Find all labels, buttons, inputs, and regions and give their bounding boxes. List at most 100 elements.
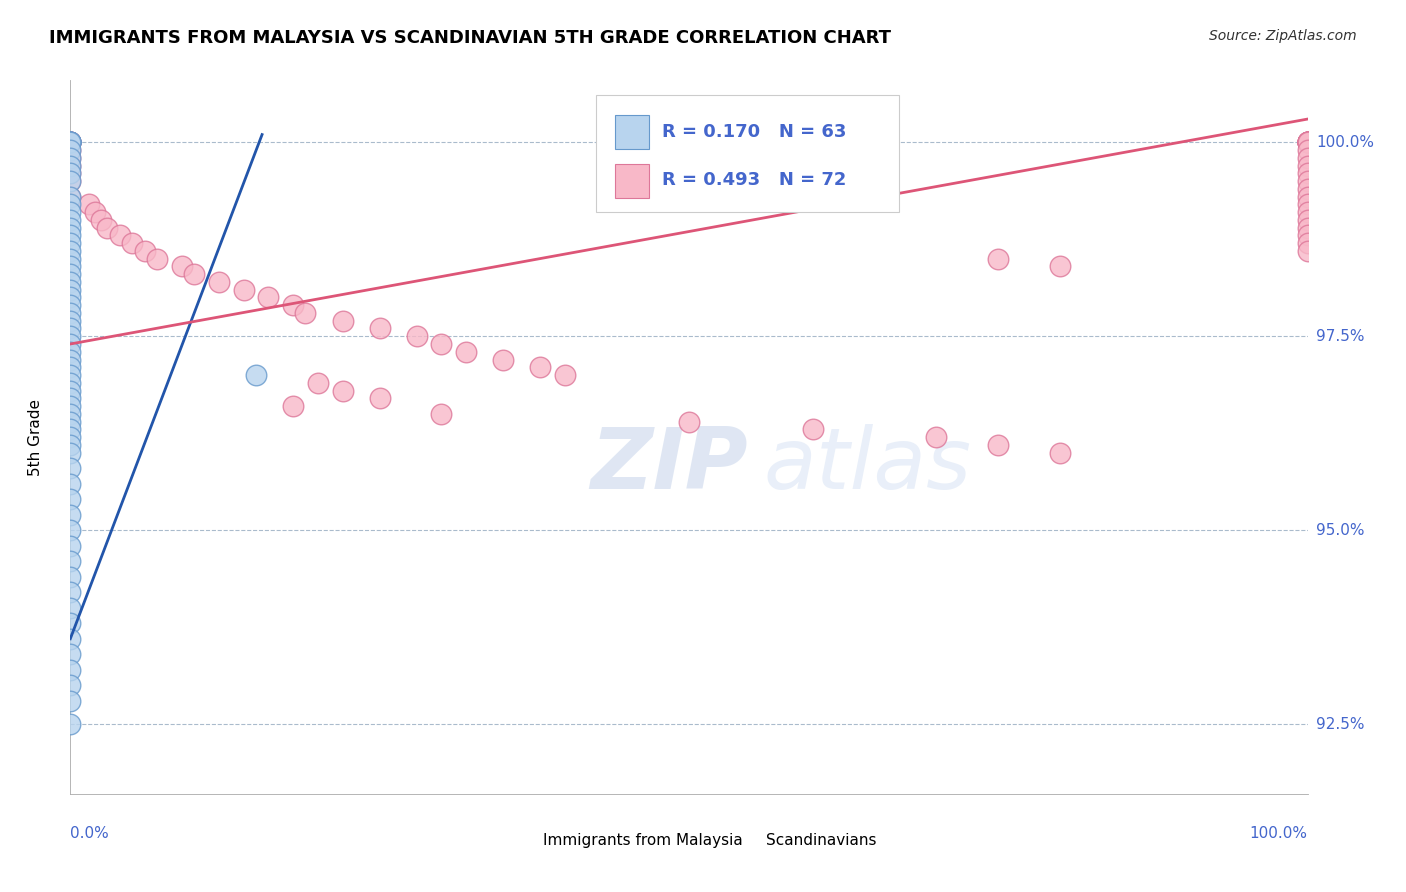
Point <box>1296 236 1319 251</box>
Text: 95.0%: 95.0% <box>1316 523 1364 538</box>
Point <box>134 244 156 258</box>
Bar <box>725 826 756 855</box>
Point <box>59 159 82 173</box>
Point <box>281 298 304 312</box>
Text: 97.5%: 97.5% <box>1316 329 1364 343</box>
Point <box>1296 143 1319 157</box>
Point <box>987 252 1010 266</box>
Point <box>121 236 143 251</box>
Point <box>245 368 267 382</box>
Point <box>59 136 82 150</box>
Point <box>59 275 82 289</box>
Point <box>59 236 82 251</box>
Point <box>59 570 82 584</box>
Point <box>59 376 82 390</box>
Point <box>183 267 205 281</box>
Point <box>108 228 131 243</box>
Point <box>59 151 82 165</box>
Point <box>492 352 515 367</box>
Point <box>59 197 82 211</box>
Point <box>59 136 82 150</box>
Point <box>59 166 82 180</box>
Point <box>59 189 82 203</box>
Point <box>59 166 82 180</box>
Point <box>59 694 82 708</box>
Point <box>257 290 280 304</box>
Point <box>84 205 107 219</box>
Text: R = 0.170   N = 63: R = 0.170 N = 63 <box>662 123 846 141</box>
Point <box>59 205 82 219</box>
Point <box>59 136 82 150</box>
Point <box>59 136 82 150</box>
Point <box>1296 189 1319 203</box>
Point <box>170 260 193 274</box>
Text: 92.5%: 92.5% <box>1316 716 1364 731</box>
Text: IMMIGRANTS FROM MALAYSIA VS SCANDINAVIAN 5TH GRADE CORRELATION CHART: IMMIGRANTS FROM MALAYSIA VS SCANDINAVIAN… <box>49 29 891 46</box>
Point <box>96 220 118 235</box>
Point <box>59 220 82 235</box>
Text: R = 0.493   N = 72: R = 0.493 N = 72 <box>662 171 846 189</box>
Point <box>925 430 948 444</box>
Point <box>59 717 82 731</box>
Point <box>59 174 82 188</box>
Point <box>59 136 82 150</box>
Point <box>1296 136 1319 150</box>
Point <box>77 197 100 211</box>
Point <box>307 376 329 390</box>
Point <box>232 283 254 297</box>
Point <box>430 407 453 421</box>
Point <box>59 159 82 173</box>
Point <box>59 384 82 398</box>
Point <box>59 415 82 429</box>
Text: 5th Grade: 5th Grade <box>28 399 44 475</box>
Point <box>801 422 824 436</box>
Bar <box>614 164 650 198</box>
Point <box>294 306 316 320</box>
Point <box>1296 136 1319 150</box>
Text: 100.0%: 100.0% <box>1316 135 1374 150</box>
Point <box>59 399 82 413</box>
Point <box>59 290 82 304</box>
Point <box>59 360 82 375</box>
Point <box>59 632 82 646</box>
Point <box>59 298 82 312</box>
Point <box>59 143 82 157</box>
Point <box>59 344 82 359</box>
Point <box>281 399 304 413</box>
Point <box>554 368 576 382</box>
Point <box>1296 166 1319 180</box>
Point <box>59 539 82 553</box>
Point <box>59 244 82 258</box>
Point <box>1296 136 1319 150</box>
Point <box>1296 197 1319 211</box>
Point <box>59 508 82 522</box>
Point <box>59 600 82 615</box>
Point <box>59 136 82 150</box>
Point <box>59 136 82 150</box>
Point <box>59 476 82 491</box>
Point <box>59 143 82 157</box>
Point <box>1049 445 1071 459</box>
Point <box>1296 136 1319 150</box>
Point <box>1296 174 1319 188</box>
Point <box>59 174 82 188</box>
Point <box>146 252 169 266</box>
Point <box>529 360 551 375</box>
Point <box>59 306 82 320</box>
Point <box>1296 136 1319 150</box>
Point <box>59 136 82 150</box>
Point <box>987 438 1010 452</box>
Text: 0.0%: 0.0% <box>70 826 110 841</box>
Text: 100.0%: 100.0% <box>1250 826 1308 841</box>
Text: Immigrants from Malaysia: Immigrants from Malaysia <box>543 833 742 847</box>
Point <box>1296 136 1319 150</box>
Point <box>368 392 391 406</box>
Point <box>1296 136 1319 150</box>
Point <box>59 136 82 150</box>
Point <box>90 213 112 227</box>
Point <box>1296 213 1319 227</box>
Point <box>1296 220 1319 235</box>
Text: Source: ZipAtlas.com: Source: ZipAtlas.com <box>1209 29 1357 43</box>
Point <box>59 445 82 459</box>
Point <box>59 407 82 421</box>
